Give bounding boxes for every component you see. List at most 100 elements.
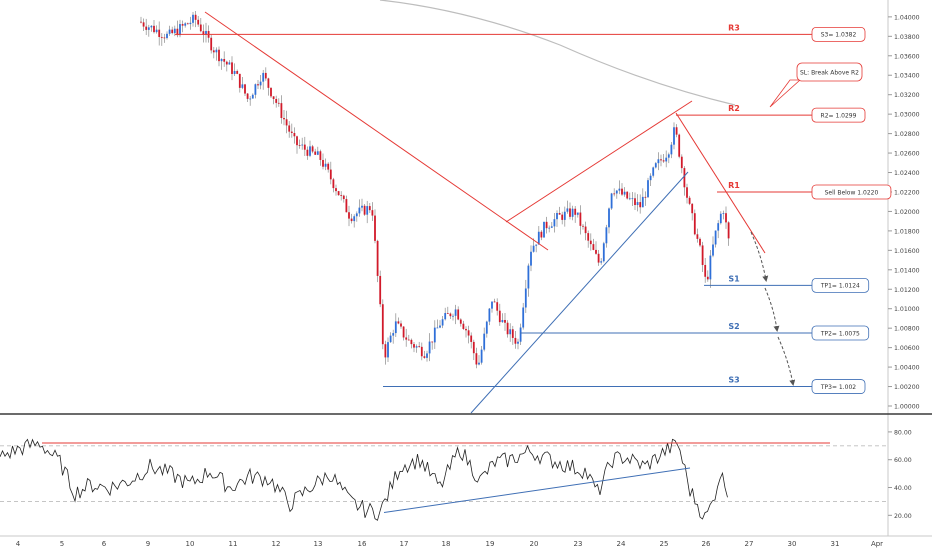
candle-up: [324, 163, 327, 167]
candle-down: [270, 87, 272, 97]
price-levels: R3 S3= 1.0382 R2 R2= 1.0299 R1 Sell Below 1.0…: [175, 23, 892, 394]
candle-up: [717, 223, 720, 231]
candle-down: [595, 249, 597, 254]
level-r2: R2 R2= 1.0299: [676, 104, 866, 123]
candle-down: [298, 145, 301, 146]
candle-up: [548, 227, 551, 229]
candle-down: [626, 191, 629, 199]
price-tick-label: 1.00600: [894, 345, 920, 352]
candle-up: [389, 335, 392, 343]
candle-down: [153, 25, 155, 33]
time-axis-ticks: 4 5 6 9 10 11 12 13 16 17 18 19 20 23 24 25 26 27 30 31 Apr: [16, 540, 883, 548]
candle-down: [345, 199, 348, 213]
level-tag-text: Sell Below 1.0220: [825, 189, 879, 196]
candle-down: [597, 253, 600, 263]
candle-down: [574, 208, 577, 215]
rsi-tick-label: 60.00: [894, 457, 912, 464]
candle-down: [329, 169, 332, 180]
candle-down: [223, 58, 226, 62]
time-tick-label: 5: [60, 540, 64, 548]
candle-down: [197, 19, 200, 25]
candle-down: [163, 37, 166, 39]
candle-up: [615, 190, 618, 194]
candle-down: [467, 330, 470, 336]
candle-up: [155, 29, 158, 33]
candle-down: [376, 240, 379, 276]
time-tick-label: 30: [788, 540, 797, 548]
candle-up: [608, 208, 610, 228]
level-tag-box: [811, 379, 866, 394]
price-tick-label: 1.02200: [894, 189, 920, 196]
price-tick-label: 1.01200: [894, 287, 920, 294]
candle-up: [480, 349, 483, 363]
level-tag-text: TP3= 1.002: [820, 384, 856, 391]
candle-up: [441, 319, 444, 326]
candle-down: [691, 203, 694, 214]
time-tick-label: 18: [442, 540, 451, 548]
candle-up: [309, 146, 311, 156]
callout-pointer: [769, 79, 802, 108]
candle-down: [688, 197, 691, 204]
candle-down: [675, 127, 678, 135]
time-tick-label: 6: [102, 540, 107, 548]
price-axis-ticks: 1.04000 1.03800 1.03600 1.03400 1.03200 1.030…: [888, 14, 920, 411]
candle-up: [641, 196, 644, 208]
candle-down: [368, 206, 371, 211]
candle-up: [168, 29, 171, 34]
candle-up: [259, 81, 262, 86]
candle-down: [413, 344, 415, 348]
candle-up: [444, 313, 447, 320]
candle-up: [556, 212, 558, 220]
projection-arrows: [750, 231, 796, 386]
price-tick-label: 1.03400: [894, 73, 920, 80]
candle-down: [158, 29, 161, 37]
candle-down: [680, 156, 683, 169]
candle-down: [275, 99, 278, 103]
candle-down: [725, 213, 727, 223]
resistance-trendline: [204, 11, 549, 251]
candle-up: [251, 94, 254, 99]
candle-up: [358, 207, 361, 214]
candle-up: [249, 98, 252, 100]
candle-down: [314, 151, 317, 155]
candle-down: [493, 301, 496, 303]
projection-arrow: [764, 287, 780, 332]
candle-down: [280, 103, 283, 118]
candle-up: [530, 251, 532, 266]
level-s1: S1 TP1= 1.0124: [704, 274, 870, 293]
candle-down: [545, 221, 548, 229]
candle-down: [686, 187, 688, 198]
candle-down: [639, 202, 642, 208]
candle-down: [506, 322, 509, 335]
time-tick-label: 19: [486, 540, 495, 548]
candle-up: [636, 202, 639, 206]
price-tick-label: 1.00000: [894, 404, 920, 411]
projection-arrow: [777, 336, 796, 386]
candle-up: [563, 211, 566, 220]
candle-down: [449, 313, 452, 317]
candle-down: [446, 313, 449, 314]
candle-down: [589, 240, 592, 245]
rsi-axis-ticks: 80.00 60.00 40.00 20.00: [0, 429, 912, 520]
candle-up: [301, 144, 304, 146]
candle-up: [392, 333, 395, 336]
candle-down: [410, 339, 413, 345]
price-tick-label: 1.02000: [894, 209, 920, 216]
candle-up: [605, 227, 608, 244]
candle-down: [706, 276, 709, 280]
candle-down: [558, 212, 561, 215]
candle-down: [171, 29, 174, 34]
time-tick-label: 27: [745, 540, 754, 548]
candle-up: [454, 309, 457, 316]
candle-up: [602, 243, 605, 262]
candle-down: [142, 22, 145, 27]
candle-up: [254, 84, 257, 95]
candle-up: [452, 315, 454, 317]
candle-down: [587, 233, 590, 241]
candle-down: [504, 319, 506, 323]
candle-up: [652, 167, 655, 176]
level-name: R3: [728, 23, 740, 32]
candle-down: [210, 37, 213, 51]
